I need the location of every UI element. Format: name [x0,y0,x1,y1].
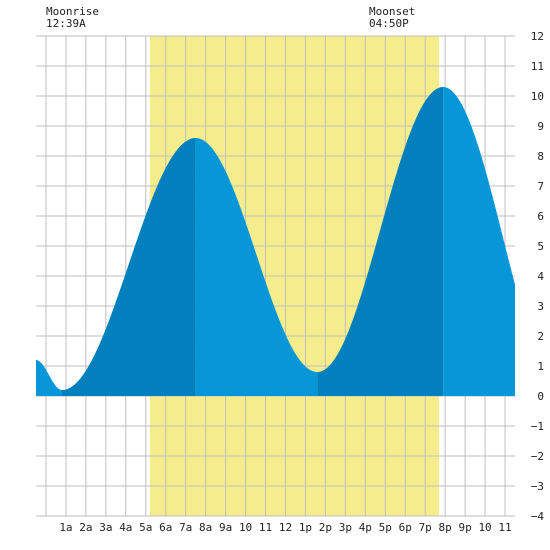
y-tick-label: −3 [531,480,544,493]
y-tick-label: 3 [537,300,544,313]
x-tick-label: 3a [99,521,112,534]
y-tick-label: 2 [537,330,544,343]
x-tick-label: 6a [159,521,172,534]
y-tick-label: 1 [537,360,544,373]
x-tick-label: 7p [419,521,432,534]
x-tick-label: 2a [79,521,92,534]
moonrise-label: Moonrise [46,5,99,18]
x-tick-label: 7a [179,521,192,534]
x-tick-label: 8a [199,521,212,534]
y-tick-label: −4 [531,510,545,523]
moonset-label: Moonset [369,5,416,18]
x-tick-label: 10 [239,521,252,534]
moonset-annotation: Moonset 04:50P [369,6,415,30]
y-tick-label: −1 [531,420,544,433]
moonrise-annotation: Moonrise 12:39A [46,6,99,30]
x-tick-label: 11 [259,521,272,534]
y-tick-label: 5 [537,240,544,253]
x-tick-label: 9a [219,521,232,534]
x-tick-label: 11 [498,521,511,534]
y-tick-label: 6 [537,210,544,223]
y-tick-label: 9 [537,120,544,133]
y-tick-label: 7 [537,180,544,193]
x-tick-label: 10 [478,521,491,534]
x-tick-label: 1a [59,521,72,534]
moonset-time: 04:50P [369,17,409,30]
x-tick-label: 4p [359,521,372,534]
y-tick-label: 10 [531,90,544,103]
tide-rising-segment [317,87,444,396]
x-axis-tick-labels: 1a 2a 3a 4a 5a 6a 7a 8a 9a 10 11 12 1p 2p 3p 4p 5p 6p 7p 8p… [59,521,511,534]
moonrise-time: 12:39A [46,17,86,30]
tide-falling-segment [195,138,318,396]
tide-rising-segment [61,138,196,396]
x-tick-label: 9p [458,521,471,534]
tide-area [36,87,515,396]
x-tick-label: 8p [439,521,452,534]
y-tick-label: −2 [531,450,544,463]
y-tick-label: 0 [537,390,544,403]
x-tick-label: 6p [399,521,412,534]
y-tick-label: 12 [531,30,544,43]
x-tick-label: 4a [119,521,132,534]
tide-falling-segment [36,360,62,396]
y-tick-label: 11 [531,60,544,73]
x-tick-label: 1p [299,521,312,534]
y-tick-label: 4 [537,270,544,283]
x-tick-label: 5p [379,521,392,534]
x-tick-label: 12 [279,521,292,534]
x-tick-label: 2p [319,521,332,534]
tide-falling-segment [443,87,515,396]
x-tick-label: 3p [339,521,352,534]
x-tick-label: 5a [139,521,152,534]
y-tick-label: 8 [537,150,544,163]
